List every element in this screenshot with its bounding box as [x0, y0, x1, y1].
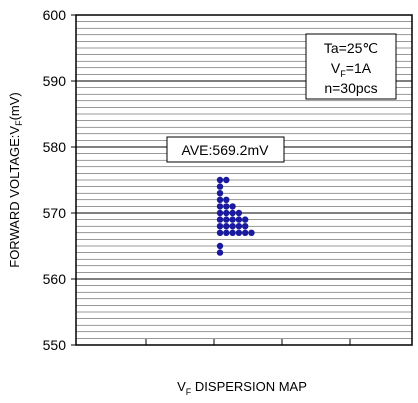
- data-point: [235, 223, 243, 230]
- data-point: [216, 216, 224, 223]
- data-point: [229, 229, 236, 236]
- data-point: [223, 223, 230, 230]
- data-point: [223, 229, 230, 236]
- data-point: [216, 203, 224, 210]
- data-point: [216, 196, 224, 203]
- data-point: [216, 209, 224, 217]
- data-point: [216, 190, 224, 197]
- data-point: [242, 216, 249, 223]
- y-tick-label: 580: [43, 139, 67, 155]
- data-point: [223, 203, 230, 210]
- y-tick-label: 590: [43, 73, 67, 89]
- data-point: [248, 229, 255, 236]
- data-point: [235, 216, 243, 223]
- axis-ticks: [71, 14, 351, 346]
- y-axis-title: FORWARD VOLTAGE:VF(mV): [7, 92, 24, 268]
- condition-temperature: Ta=25℃: [324, 40, 378, 56]
- conditions-box-frame: [305, 33, 397, 100]
- data-point: [223, 216, 230, 223]
- y-tick-label: 600: [43, 7, 67, 23]
- data-points: [216, 176, 255, 256]
- data-point: [229, 203, 236, 210]
- data-point: [216, 229, 224, 236]
- data-point: [216, 183, 224, 190]
- data-point: [235, 229, 243, 236]
- data-point: [229, 209, 236, 217]
- x-axis-title: VF DISPERSION MAP: [177, 379, 307, 397]
- y-tick-label: 570: [43, 205, 67, 221]
- data-point: [223, 196, 230, 203]
- y-tick-label: 550: [43, 337, 67, 353]
- conditions-box: Ta=25℃ VF=1A n=30pcs: [305, 33, 397, 100]
- y-tick-label: 560: [43, 271, 67, 287]
- data-point: [216, 223, 224, 230]
- data-point: [216, 176, 224, 184]
- plot-frame: [75, 14, 413, 346]
- condition-sample-count: n=30pcs: [324, 80, 377, 96]
- data-point: [223, 176, 230, 184]
- average-annotation: AVE:569.2mV: [166, 136, 285, 163]
- average-annotation-frame: [166, 136, 285, 163]
- condition-forward-current: VF=1A: [331, 60, 372, 79]
- data-point: [242, 223, 249, 230]
- data-point: [229, 216, 236, 223]
- data-point: [216, 242, 224, 250]
- y-tick-labels: 550 560 570 580 590 600: [43, 7, 67, 353]
- average-annotation-label: AVE:569.2mV: [182, 142, 270, 158]
- data-point: [216, 249, 224, 256]
- data-point: [235, 209, 243, 217]
- data-point: [242, 229, 249, 236]
- data-point: [223, 209, 230, 217]
- data-point: [229, 223, 236, 230]
